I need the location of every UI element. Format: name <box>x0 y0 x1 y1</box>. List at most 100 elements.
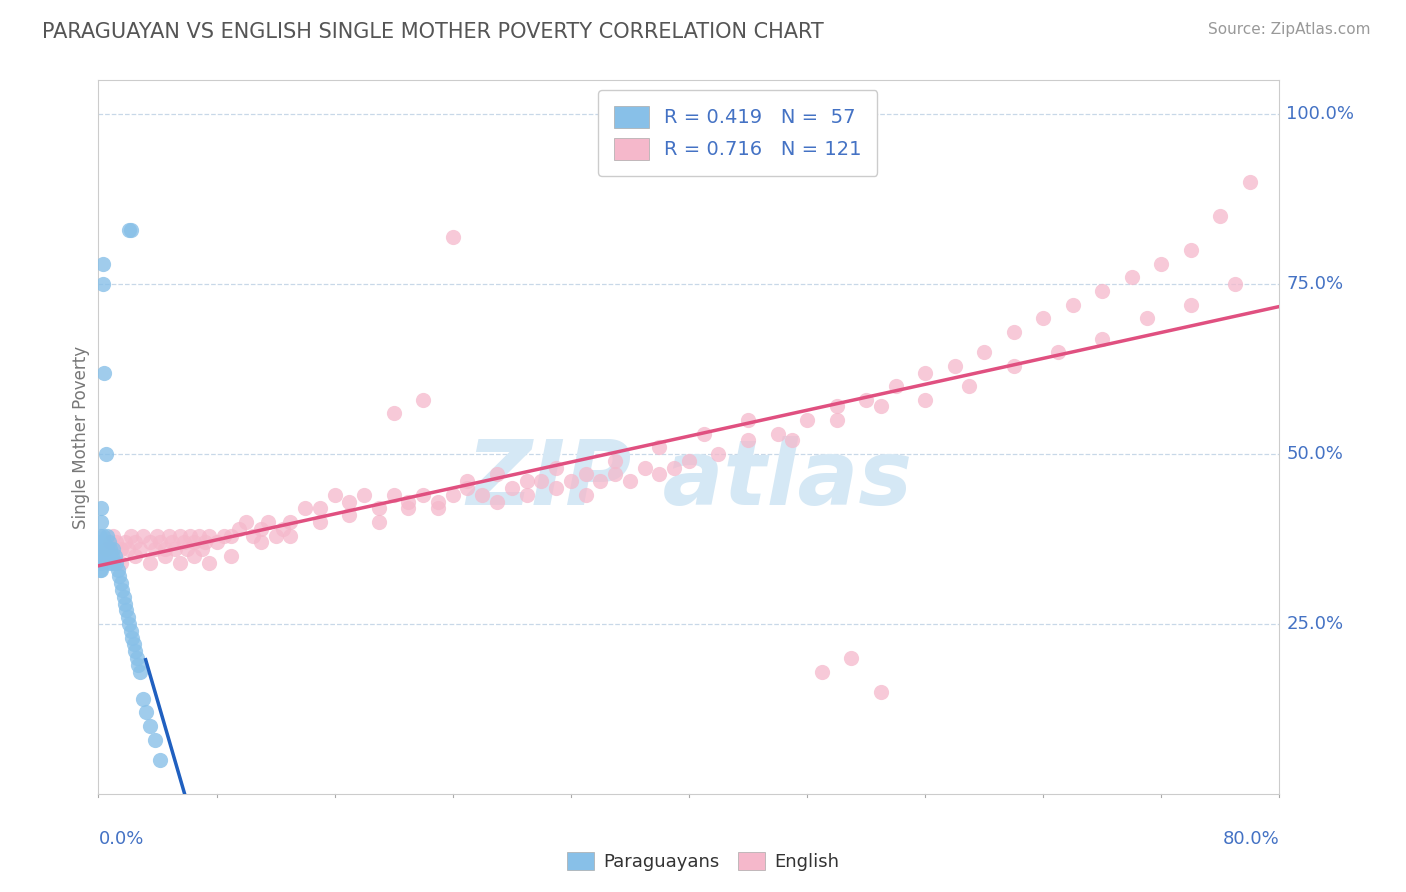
Point <box>501 481 523 495</box>
Point <box>530 475 553 489</box>
Point <box>98 535 121 549</box>
Point <box>90 515 112 529</box>
Point <box>191 542 214 557</box>
Point <box>810 665 832 679</box>
Point <box>825 400 848 414</box>
Point <box>456 481 478 495</box>
Point <box>368 515 391 529</box>
Point <box>94 542 117 557</box>
Point <box>337 494 360 508</box>
Point <box>560 475 582 489</box>
Point <box>96 542 118 557</box>
Point <box>194 535 217 549</box>
Point <box>149 535 172 549</box>
Point <box>1002 359 1025 373</box>
Point <box>120 624 142 638</box>
Point <box>125 651 148 665</box>
Point <box>118 223 141 237</box>
Point <box>120 528 142 542</box>
Point <box>89 563 111 577</box>
Point <box>91 542 114 557</box>
Point <box>107 563 129 577</box>
Point <box>127 657 149 672</box>
Point <box>693 426 716 441</box>
Point <box>169 528 191 542</box>
Point <box>98 542 121 557</box>
Point <box>89 535 111 549</box>
Point <box>648 467 671 482</box>
Point <box>1121 270 1143 285</box>
Point <box>1091 332 1114 346</box>
Point <box>117 542 139 557</box>
Point <box>105 535 128 549</box>
Point <box>648 440 671 454</box>
Point <box>323 488 346 502</box>
Point <box>98 556 121 570</box>
Point <box>89 542 111 557</box>
Point <box>368 501 391 516</box>
Point <box>1180 297 1202 311</box>
Point <box>143 542 166 557</box>
Text: 50.0%: 50.0% <box>1286 445 1343 463</box>
Point <box>132 691 155 706</box>
Point <box>707 447 730 461</box>
Point <box>544 481 567 495</box>
Point <box>515 488 537 502</box>
Point <box>212 528 235 542</box>
Point <box>914 366 936 380</box>
Point <box>884 379 907 393</box>
Text: 100.0%: 100.0% <box>1286 105 1354 123</box>
Point <box>278 515 302 529</box>
Point <box>235 515 257 529</box>
Point <box>869 400 891 414</box>
Point <box>782 434 804 448</box>
Y-axis label: Single Mother Poverty: Single Mother Poverty <box>72 345 90 529</box>
Point <box>1150 257 1173 271</box>
Point <box>441 488 464 502</box>
Legend: Paraguayans, English: Paraguayans, English <box>560 845 846 879</box>
Point <box>121 631 143 645</box>
Point <box>959 379 981 393</box>
Point <box>103 528 125 542</box>
Point <box>664 460 686 475</box>
Point <box>176 542 198 557</box>
Point <box>89 556 111 570</box>
Point <box>796 413 818 427</box>
Point <box>574 488 596 502</box>
Point <box>100 549 122 563</box>
Point <box>1223 277 1246 292</box>
Text: 75.0%: 75.0% <box>1286 275 1344 293</box>
Point <box>486 467 509 482</box>
Point <box>112 590 135 604</box>
Point <box>162 535 183 549</box>
Point <box>103 542 125 557</box>
Point <box>114 597 136 611</box>
Point <box>250 535 273 549</box>
Point <box>110 542 132 557</box>
Point <box>219 549 242 563</box>
Text: PARAGUAYAN VS ENGLISH SINGLE MOTHER POVERTY CORRELATION CHART: PARAGUAYAN VS ENGLISH SINGLE MOTHER POVE… <box>42 22 824 42</box>
Point <box>589 475 612 489</box>
Point <box>183 535 205 549</box>
Point <box>678 454 700 468</box>
Point <box>135 706 157 720</box>
Point <box>128 665 150 679</box>
Point <box>1239 175 1261 189</box>
Point <box>110 556 132 570</box>
Point <box>132 528 155 542</box>
Point <box>1180 243 1202 257</box>
Point <box>205 535 228 549</box>
Point <box>228 522 250 536</box>
Point <box>97 549 120 563</box>
Point <box>914 392 936 407</box>
Point <box>456 475 478 489</box>
Point <box>382 488 405 502</box>
Point <box>337 508 360 523</box>
Text: ZIP atlas: ZIP atlas <box>465 436 912 524</box>
Point <box>278 528 302 542</box>
Point <box>139 535 162 549</box>
Point <box>89 549 111 563</box>
Point <box>97 535 120 549</box>
Point <box>839 651 862 665</box>
Point <box>115 603 138 617</box>
